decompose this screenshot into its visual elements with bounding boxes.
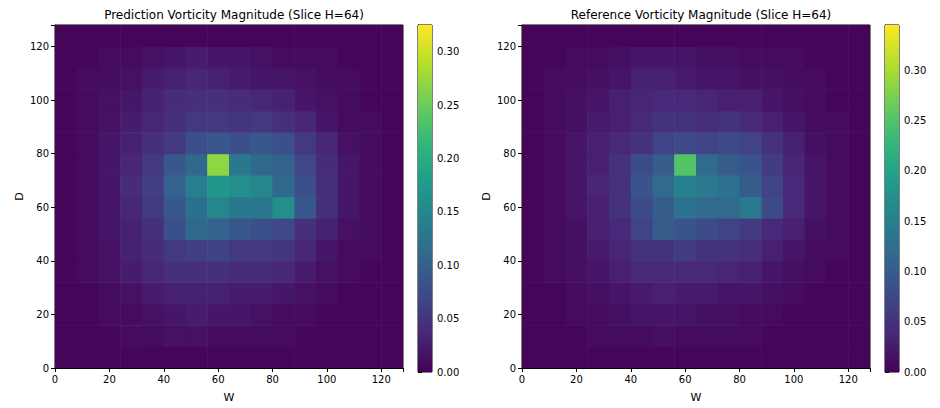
svg-text:0.25: 0.25	[904, 115, 926, 126]
svg-text:60: 60	[679, 374, 692, 385]
svg-text:60: 60	[36, 202, 49, 213]
svg-text:80: 80	[733, 374, 746, 385]
svg-text:40: 40	[36, 255, 49, 266]
svg-text:0.05: 0.05	[437, 313, 459, 324]
svg-text:W: W	[224, 391, 235, 404]
svg-text:0.00: 0.00	[904, 367, 926, 378]
svg-text:0.30: 0.30	[437, 46, 459, 57]
svg-text:Reference Vorticity Magnitude: Reference Vorticity Magnitude (Slice H=6…	[571, 8, 832, 22]
svg-text:Prediction Vorticity Magnitude: Prediction Vorticity Magnitude (Slice H=…	[104, 8, 364, 22]
svg-text:60: 60	[503, 202, 516, 213]
svg-text:100: 100	[30, 95, 49, 106]
svg-text:0.20: 0.20	[437, 153, 459, 164]
svg-text:60: 60	[212, 374, 225, 385]
svg-text:80: 80	[266, 374, 279, 385]
svg-text:40: 40	[503, 255, 516, 266]
svg-text:0.10: 0.10	[437, 260, 459, 271]
svg-text:80: 80	[503, 148, 516, 159]
svg-text:0.20: 0.20	[904, 165, 926, 176]
svg-text:0.10: 0.10	[904, 266, 926, 277]
svg-text:20: 20	[36, 309, 49, 320]
svg-text:120: 120	[372, 374, 391, 385]
svg-text:120: 120	[30, 41, 49, 52]
svg-text:0.30: 0.30	[904, 65, 926, 76]
svg-text:20: 20	[103, 374, 116, 385]
svg-text:100: 100	[497, 95, 516, 106]
svg-text:120: 120	[497, 41, 516, 52]
svg-text:100: 100	[317, 374, 336, 385]
svg-text:0: 0	[52, 374, 58, 385]
svg-text:80: 80	[36, 148, 49, 159]
svg-text:D: D	[13, 192, 26, 200]
svg-text:0.00: 0.00	[437, 367, 459, 378]
svg-text:0.25: 0.25	[437, 100, 459, 111]
svg-text:0.15: 0.15	[904, 216, 926, 227]
svg-text:0: 0	[519, 374, 525, 385]
svg-text:D: D	[480, 192, 493, 200]
svg-text:20: 20	[503, 309, 516, 320]
svg-text:120: 120	[839, 374, 858, 385]
svg-text:20: 20	[570, 374, 583, 385]
svg-text:0: 0	[510, 363, 516, 374]
svg-text:0.05: 0.05	[904, 316, 926, 327]
svg-text:40: 40	[624, 374, 637, 385]
svg-text:W: W	[691, 391, 702, 404]
svg-text:40: 40	[157, 374, 170, 385]
svg-text:0.15: 0.15	[437, 206, 459, 217]
svg-text:0: 0	[43, 363, 49, 374]
svg-text:100: 100	[784, 374, 803, 385]
